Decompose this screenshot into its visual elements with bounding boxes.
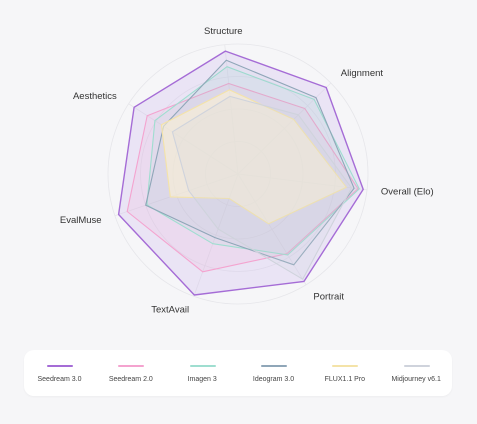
label-layer: Overall (Elo) Portrait TextAvail EvalMuse Ae… bbox=[60, 26, 434, 316]
series-layer bbox=[117, 50, 364, 296]
axis-label-portrait: Portrait bbox=[313, 292, 344, 303]
legend-item-imagen-3: Imagen 3 bbox=[167, 350, 238, 396]
legend-label: Ideogram 3.0 bbox=[252, 376, 295, 383]
radar-chart: Overall (Elo) Portrait TextAvail EvalMuse Ae… bbox=[60, 26, 434, 316]
legend-item-ideogram-3-0: Ideogram 3.0 bbox=[238, 350, 309, 396]
series-polygon-midjourney-v6-1 bbox=[171, 95, 353, 280]
grid-circle-4 bbox=[107, 43, 369, 305]
axis-label-alignment: Alignment bbox=[341, 68, 384, 79]
legend-label: Imagen 3 bbox=[187, 376, 217, 383]
axis-label-evalmuse: EvalMuse bbox=[60, 215, 102, 226]
legend-swatch bbox=[189, 365, 216, 367]
legend-label: FLUX1.1 Pro bbox=[324, 376, 366, 383]
legend-label: Midjourney v6.1 bbox=[391, 376, 441, 383]
series-polygon-flux1-1-pro bbox=[160, 89, 347, 225]
legend-item-seedream-2-0: Seedream 2.0 bbox=[95, 350, 166, 396]
legend-label: Seedream 2.0 bbox=[108, 376, 153, 383]
legend-swatch bbox=[47, 365, 73, 367]
axis-label-structure: Structure bbox=[204, 26, 243, 37]
legend-label: Seedream 3.0 bbox=[37, 376, 82, 383]
axis-label-textavail: TextAvail bbox=[151, 304, 189, 315]
legend-swatch bbox=[403, 365, 430, 367]
axis-label-aesthetics: Aesthetics bbox=[73, 91, 117, 102]
legend-swatch bbox=[332, 365, 359, 367]
legend-item-flux1-1-pro: FLUX1.1 Pro bbox=[309, 350, 380, 396]
legend-item-midjourney-v6-1: Midjourney v6.1 bbox=[381, 350, 452, 396]
legend: Seedream 3.0 Seedream 2.0 Imagen 3 Ideogram… bbox=[24, 350, 452, 396]
legend-swatch bbox=[261, 365, 287, 367]
legend-swatch bbox=[118, 365, 145, 367]
axis-label-overall-elo: Overall (Elo) bbox=[381, 187, 434, 198]
legend-item-seedream-3-0: Seedream 3.0 bbox=[24, 350, 95, 396]
